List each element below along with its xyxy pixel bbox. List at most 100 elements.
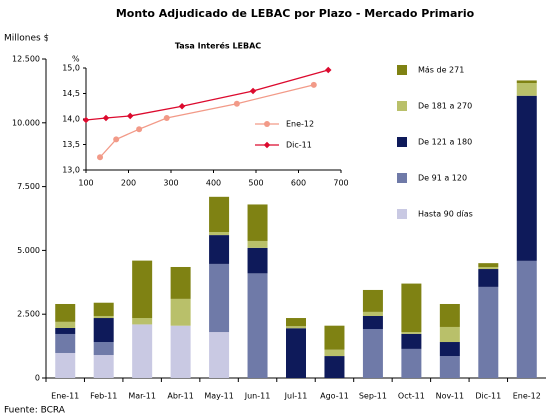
inset-x-tick-label: 200	[121, 179, 136, 188]
x-tick-label: Dic-11	[475, 392, 501, 401]
x-tick-label: Ene-12	[513, 392, 541, 401]
bar-segment	[55, 352, 76, 378]
bar-segment	[55, 327, 76, 334]
inset-y-tick-label: 14,5	[62, 89, 80, 98]
legend-label: Ene-12	[286, 120, 314, 129]
inset-x-tick-label: 400	[206, 179, 221, 188]
legend-label: Hasta 90 días	[418, 210, 473, 219]
bar-segment	[478, 269, 499, 287]
legend-swatch	[397, 65, 407, 75]
bar-segment	[209, 232, 230, 236]
bar-segment	[516, 95, 537, 261]
bar-segment	[324, 356, 345, 378]
line	[85, 69, 329, 121]
bar-segment	[401, 332, 422, 334]
inset-x-tick-label: 700	[333, 179, 348, 188]
legend-label: De 181 a 270	[418, 102, 472, 111]
x-tick-label: Nov-11	[436, 392, 464, 401]
bar-segment	[93, 355, 114, 378]
inset-background	[48, 36, 358, 189]
bar-segment	[247, 247, 268, 274]
bar-segment	[401, 333, 422, 349]
bar-segment	[324, 325, 345, 350]
bar-segment	[170, 266, 191, 299]
bar-segment	[170, 325, 191, 378]
bar-segment	[93, 318, 114, 343]
bar-segment	[209, 332, 230, 378]
bar-segment	[478, 286, 499, 378]
bar-segment	[93, 315, 114, 319]
x-tick-label: Feb-11	[90, 392, 117, 401]
bar-segment	[209, 263, 230, 333]
bar-segment	[362, 289, 383, 312]
bar-segment	[439, 326, 460, 343]
inset-title: Tasa Interés LEBAC	[175, 41, 261, 51]
legend-label: Dic-11	[286, 141, 312, 150]
inset-y-label: %	[72, 55, 80, 64]
bar-segment	[516, 260, 537, 378]
bar-segment	[170, 298, 191, 326]
y-tick-label: 12.500	[12, 55, 40, 64]
bar-segment	[132, 324, 153, 378]
inset-y-tick-label: 13,5	[62, 140, 80, 149]
point	[97, 154, 104, 161]
bar-segment	[516, 82, 537, 96]
bar-segment	[247, 240, 268, 248]
point	[82, 116, 90, 124]
bar-segment	[55, 333, 76, 353]
legend-marker	[264, 121, 270, 127]
x-tick-label: Ago-11	[320, 392, 349, 401]
point	[178, 102, 186, 110]
bar-segment	[439, 342, 460, 357]
bar-segment	[516, 80, 537, 83]
x-tick-label: Jun-11	[244, 392, 271, 401]
bar-segment	[132, 318, 153, 325]
bar-segment	[286, 328, 306, 378]
y-tick-label: 5.000	[17, 246, 40, 255]
x-tick-label: Ene-11	[51, 392, 79, 401]
x-tick-label: Sep-11	[359, 392, 387, 401]
bar-segment	[362, 329, 383, 378]
legend-swatch	[397, 137, 407, 147]
bar-segment	[132, 260, 153, 319]
legend-marker	[263, 141, 271, 149]
bar-segment	[362, 311, 383, 316]
y-axis-label: Millones $	[4, 34, 49, 44]
inset-y-tick-label: 13,0	[62, 166, 80, 175]
point	[113, 136, 120, 143]
bar-segment	[247, 273, 268, 378]
x-tick-label: May-11	[204, 392, 233, 401]
chart-title: Monto Adjudicado de LEBAC por Plazo - Me…	[116, 7, 475, 20]
point	[136, 126, 143, 133]
x-tick-label: Mar-11	[128, 392, 156, 401]
point	[102, 114, 110, 122]
bar-segment	[93, 302, 114, 316]
bar-segment	[478, 266, 499, 270]
source: Fuente: BCRA	[4, 406, 66, 416]
bar-segment	[286, 318, 306, 327]
inset-x-tick-label: 500	[248, 179, 263, 188]
inset-x-tick-label: 100	[78, 179, 93, 188]
bar-segment	[401, 283, 422, 333]
bar-segment	[478, 263, 499, 267]
legend-swatch	[397, 173, 407, 183]
bar-segment	[362, 315, 383, 330]
bar-segment	[93, 342, 114, 356]
inset-x-tick-label: 600	[291, 179, 306, 188]
y-tick-label: 10.000	[12, 118, 40, 127]
legend-label: De 121 a 180	[418, 138, 472, 147]
point	[310, 81, 317, 88]
x-tick-label: Abr-11	[167, 392, 193, 401]
legend-swatch	[397, 101, 407, 111]
legend-label: Más de 271	[418, 66, 464, 75]
bar-segment	[55, 321, 76, 328]
bar-segment	[324, 349, 345, 357]
y-tick-label: 2.500	[17, 310, 40, 319]
x-tick-label: Jul-11	[284, 392, 308, 401]
y-tick-label: 7.500	[17, 182, 40, 191]
point	[126, 112, 134, 120]
y-tick-label: 0	[35, 374, 40, 383]
bar-segment	[439, 303, 460, 327]
bar-segment	[247, 204, 268, 241]
